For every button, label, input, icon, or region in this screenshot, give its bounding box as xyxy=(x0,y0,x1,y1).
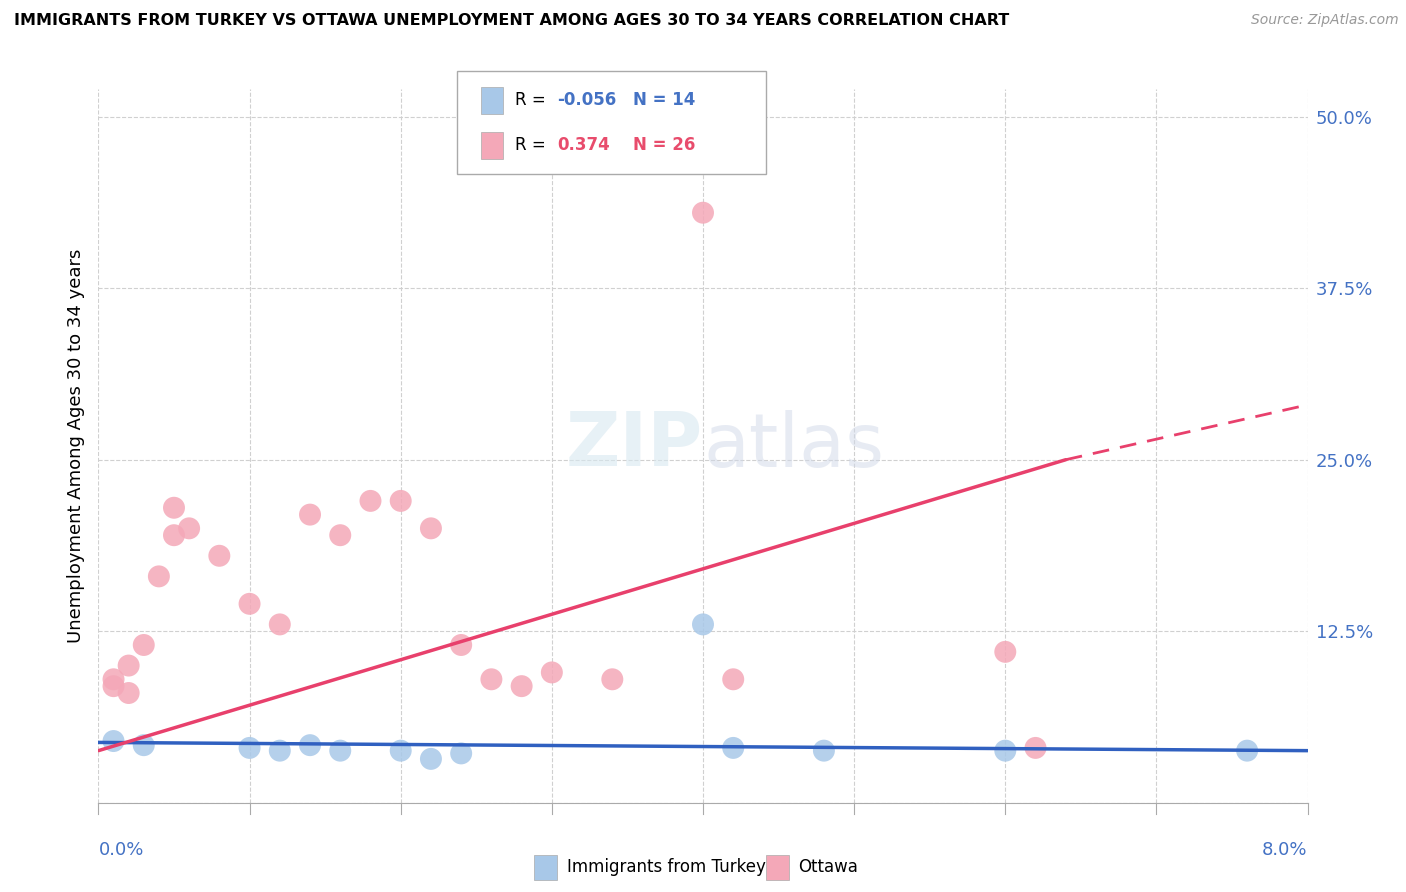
Point xyxy=(239,740,262,755)
Text: R =: R = xyxy=(515,136,551,154)
Point xyxy=(813,744,835,758)
Text: 8.0%: 8.0% xyxy=(1263,841,1308,859)
Point xyxy=(389,494,412,508)
Point xyxy=(269,617,291,632)
Point xyxy=(163,528,186,542)
Point xyxy=(103,673,125,687)
Point xyxy=(118,686,141,700)
Text: N = 26: N = 26 xyxy=(633,136,695,154)
Point xyxy=(163,500,186,515)
Point xyxy=(419,752,441,766)
Y-axis label: Unemployment Among Ages 30 to 34 years: Unemployment Among Ages 30 to 34 years xyxy=(66,249,84,643)
Text: N = 14: N = 14 xyxy=(633,91,695,109)
Point xyxy=(148,569,170,583)
Text: IMMIGRANTS FROM TURKEY VS OTTAWA UNEMPLOYMENT AMONG AGES 30 TO 34 YEARS CORRELAT: IMMIGRANTS FROM TURKEY VS OTTAWA UNEMPLO… xyxy=(14,13,1010,29)
Text: atlas: atlas xyxy=(703,409,884,483)
Point xyxy=(450,638,472,652)
Point xyxy=(479,673,503,687)
Point xyxy=(692,205,714,219)
Text: R =: R = xyxy=(515,91,551,109)
Point xyxy=(692,617,714,632)
Text: Source: ZipAtlas.com: Source: ZipAtlas.com xyxy=(1251,13,1399,28)
Text: Ottawa: Ottawa xyxy=(799,858,859,876)
Point xyxy=(1024,740,1046,755)
Point xyxy=(389,744,412,758)
Point xyxy=(723,673,745,687)
Point xyxy=(239,597,262,611)
Point xyxy=(132,638,155,652)
Point xyxy=(329,528,352,542)
Point xyxy=(132,738,155,752)
Point xyxy=(419,521,441,535)
Point xyxy=(329,744,352,758)
Text: Immigrants from Turkey: Immigrants from Turkey xyxy=(567,858,765,876)
Point xyxy=(723,740,745,755)
Text: -0.056: -0.056 xyxy=(557,91,616,109)
Point xyxy=(450,747,472,761)
Point xyxy=(103,679,125,693)
Point xyxy=(1236,744,1258,758)
Point xyxy=(540,665,562,680)
Point xyxy=(510,679,533,693)
Point xyxy=(208,549,231,563)
Point xyxy=(299,738,322,752)
Point xyxy=(118,658,141,673)
Point xyxy=(602,673,624,687)
Point xyxy=(299,508,322,522)
Point xyxy=(994,645,1017,659)
Point xyxy=(103,734,125,748)
Text: 0.374: 0.374 xyxy=(557,136,610,154)
Point xyxy=(269,744,291,758)
Text: ZIP: ZIP xyxy=(565,409,703,483)
Point xyxy=(179,521,201,535)
Text: 0.0%: 0.0% xyxy=(98,841,143,859)
Point xyxy=(359,494,381,508)
Point xyxy=(994,744,1017,758)
